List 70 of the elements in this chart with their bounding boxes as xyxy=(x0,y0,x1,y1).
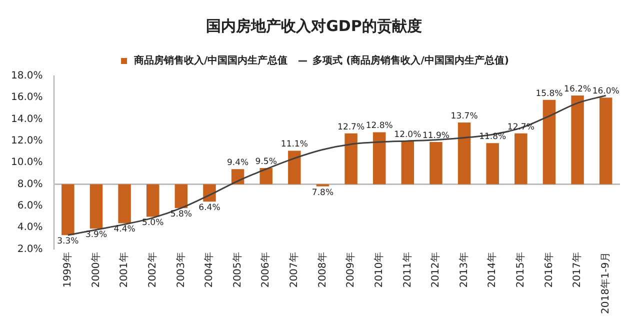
data-label: 12.7% xyxy=(338,122,365,132)
bar xyxy=(372,132,386,184)
bar xyxy=(62,184,74,236)
x-tick-label: 2017年 xyxy=(571,252,584,288)
y-tick-label: 4.0% xyxy=(17,222,43,234)
bar xyxy=(486,143,499,184)
data-label: 11.9% xyxy=(422,130,450,141)
bar xyxy=(90,184,103,229)
data-label: 16.2% xyxy=(564,84,592,94)
bar xyxy=(458,122,471,184)
data-label: 5.8% xyxy=(170,210,192,220)
bar xyxy=(599,98,612,184)
x-tick-label: 2006年 xyxy=(260,252,272,288)
y-tick-label: 10.0% xyxy=(10,157,43,168)
x-tick-label: 2009年 xyxy=(344,252,357,288)
bar xyxy=(288,150,301,184)
line-series xyxy=(67,94,607,236)
bar xyxy=(174,184,188,208)
bar xyxy=(203,184,216,202)
x-tick-label: 2018年1-9月 xyxy=(599,252,612,314)
bar xyxy=(260,168,272,184)
y-tick-label: 18.0% xyxy=(10,70,43,82)
data-label: 4.4% xyxy=(114,224,136,235)
bar xyxy=(118,184,131,224)
data-label: 13.7% xyxy=(450,112,478,122)
legend-label: 商品房销售收入/中国国内生产总值 xyxy=(133,54,288,67)
x-tick-label: 2008年 xyxy=(316,252,328,288)
data-label: 5.0% xyxy=(142,218,164,228)
y-tick-label: 8.0% xyxy=(17,178,43,190)
data-label: 11.1% xyxy=(280,140,308,150)
chart-title: 国内房地产收入对GDP的贡献度 xyxy=(206,16,422,35)
data-label: 12.0% xyxy=(394,130,422,140)
x-tick-label: 2002年 xyxy=(146,252,158,288)
x-tick-label: 2013年 xyxy=(458,252,470,288)
y-tick-label: 16.0% xyxy=(10,92,43,104)
y-tick-label: 6.0% xyxy=(17,200,43,212)
data-label: 6.4% xyxy=(198,203,220,214)
x-tick-label: 2003年 xyxy=(174,252,187,288)
bar xyxy=(514,133,528,184)
x-tick-label: 2016年 xyxy=(542,252,555,288)
x-tick-label: 2010年 xyxy=(372,252,385,288)
bar xyxy=(344,133,358,184)
data-label: 7.8% xyxy=(312,188,334,198)
x-tick-label: 2014年 xyxy=(486,252,498,288)
data-label: 12.8% xyxy=(366,121,393,132)
bar xyxy=(401,140,414,184)
bar xyxy=(571,95,584,184)
bar xyxy=(542,100,556,184)
legend-label: 多项式 (商品房销售收入/中国国内生产总值) xyxy=(312,54,509,67)
x-tick-label: 2001年 xyxy=(118,252,130,288)
data-label: 15.8% xyxy=(536,88,563,99)
data-label: 3.3% xyxy=(57,236,79,247)
x-tick-label: 2005年 xyxy=(231,252,244,288)
x-tick-label: 2012年 xyxy=(430,252,442,288)
x-tick-label: 2015年 xyxy=(514,252,527,288)
data-label: 11.8% xyxy=(479,132,506,142)
y-tick-label: 14.0% xyxy=(10,114,43,125)
x-tick-label: 2011年 xyxy=(401,252,414,288)
data-label: 3.9% xyxy=(85,230,108,240)
y-tick-label: 12.0% xyxy=(10,136,43,147)
data-label: 9.4% xyxy=(226,158,249,168)
x-tick-label: 2004年 xyxy=(203,252,216,288)
x-tick-label: 2000年 xyxy=(90,252,102,288)
y-tick-label: 2.0% xyxy=(17,244,43,255)
x-tick-label: 2007年 xyxy=(288,252,300,288)
x-tick-label: 1999年 xyxy=(62,252,74,288)
bar xyxy=(146,184,160,217)
data-label: 16.0% xyxy=(592,86,620,97)
data-label: 9.5% xyxy=(255,156,277,167)
bar xyxy=(430,142,442,184)
